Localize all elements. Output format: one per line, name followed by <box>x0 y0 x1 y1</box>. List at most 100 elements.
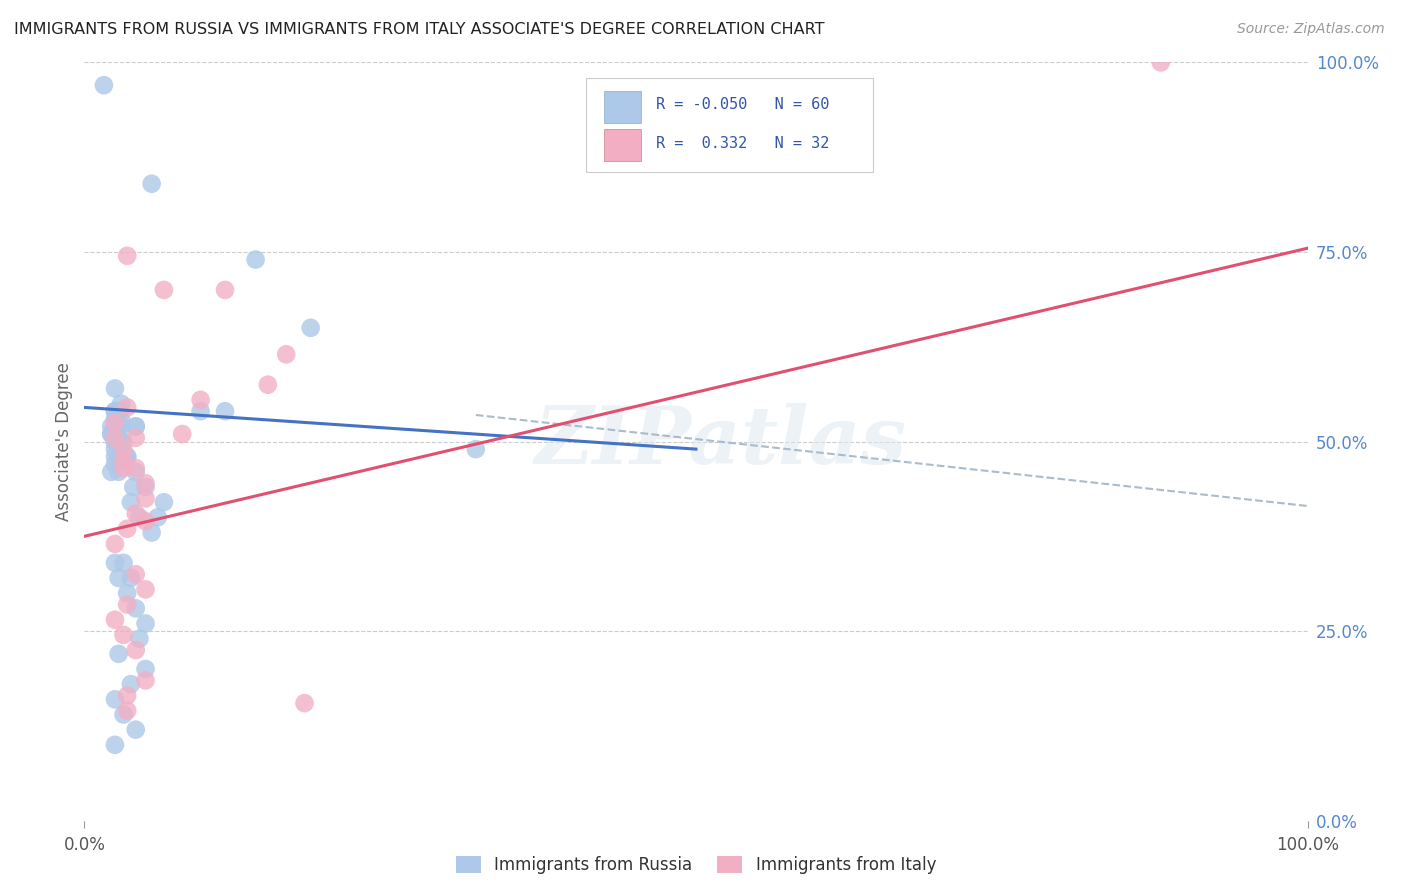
Point <box>104 738 127 752</box>
Point <box>125 465 148 479</box>
Point <box>125 507 148 521</box>
Point <box>110 404 132 418</box>
Point <box>128 510 150 524</box>
Point <box>245 252 267 267</box>
Point <box>122 480 145 494</box>
Point <box>125 643 148 657</box>
Point <box>104 382 127 396</box>
Point <box>153 283 176 297</box>
Point <box>107 419 129 434</box>
Point <box>104 404 127 418</box>
Point <box>120 677 142 691</box>
Point <box>115 450 138 464</box>
Point <box>112 453 135 467</box>
Point <box>93 78 115 92</box>
Point <box>125 723 148 737</box>
Point <box>115 249 138 263</box>
Point <box>115 689 138 703</box>
FancyBboxPatch shape <box>605 91 641 123</box>
Point <box>107 419 129 434</box>
Text: Source: ZipAtlas.com: Source: ZipAtlas.com <box>1237 22 1385 37</box>
Point <box>135 476 157 491</box>
Point <box>104 434 127 449</box>
Point <box>190 392 212 407</box>
Point <box>135 480 157 494</box>
Point <box>464 442 486 457</box>
Point <box>107 450 129 464</box>
Point <box>107 647 129 661</box>
Point <box>115 598 138 612</box>
Text: R = -0.050   N = 60: R = -0.050 N = 60 <box>655 96 830 112</box>
Point <box>135 662 157 676</box>
Point <box>172 427 194 442</box>
Point <box>104 556 127 570</box>
Point <box>214 283 236 297</box>
Legend: Immigrants from Russia, Immigrants from Italy: Immigrants from Russia, Immigrants from … <box>449 849 943 880</box>
Point <box>104 442 127 457</box>
Point <box>146 510 169 524</box>
Point <box>104 692 127 706</box>
Point <box>104 419 127 434</box>
Point <box>135 673 157 688</box>
Point <box>135 491 157 506</box>
Point <box>153 495 176 509</box>
Point <box>135 514 157 528</box>
Y-axis label: Associate's Degree: Associate's Degree <box>55 362 73 521</box>
Point <box>100 465 122 479</box>
Point <box>135 616 157 631</box>
Point <box>107 434 129 449</box>
Point <box>120 495 142 509</box>
Point <box>128 632 150 646</box>
Point <box>276 347 298 361</box>
Point <box>112 442 135 457</box>
Point <box>104 458 127 472</box>
Point <box>110 434 132 449</box>
Point <box>1150 55 1173 70</box>
Point <box>104 416 127 430</box>
Point <box>112 434 135 449</box>
Point <box>125 567 148 582</box>
Point <box>112 461 135 475</box>
Point <box>214 404 236 418</box>
Point <box>190 404 212 418</box>
Point <box>299 320 322 334</box>
Point <box>120 571 142 585</box>
Point <box>100 427 122 442</box>
Point <box>100 427 122 442</box>
Point <box>110 419 132 434</box>
Point <box>104 450 127 464</box>
Point <box>125 461 148 475</box>
Point <box>104 613 127 627</box>
Point <box>115 586 138 600</box>
Point <box>135 582 157 597</box>
Point <box>110 396 132 410</box>
Point <box>112 556 135 570</box>
Point <box>104 537 127 551</box>
Point <box>104 434 127 449</box>
Point <box>107 465 129 479</box>
Point <box>115 450 138 464</box>
FancyBboxPatch shape <box>605 129 641 161</box>
Text: R =  0.332   N = 32: R = 0.332 N = 32 <box>655 136 830 151</box>
Point <box>125 601 148 615</box>
Point <box>112 707 135 722</box>
Point <box>104 412 127 426</box>
Point <box>257 377 280 392</box>
Text: IMMIGRANTS FROM RUSSIA VS IMMIGRANTS FROM ITALY ASSOCIATE'S DEGREE CORRELATION C: IMMIGRANTS FROM RUSSIA VS IMMIGRANTS FRO… <box>14 22 824 37</box>
Point <box>125 419 148 434</box>
Point <box>104 404 127 418</box>
Point <box>110 412 132 426</box>
Point <box>141 525 163 540</box>
FancyBboxPatch shape <box>586 78 873 172</box>
Point <box>125 431 148 445</box>
Point <box>115 704 138 718</box>
Point <box>125 419 148 434</box>
Text: ZIPatlas: ZIPatlas <box>534 403 907 480</box>
Point <box>104 431 127 445</box>
Point <box>107 571 129 585</box>
Point <box>115 522 138 536</box>
Point <box>100 419 122 434</box>
Point <box>112 450 135 464</box>
Point <box>115 401 138 415</box>
Point <box>112 628 135 642</box>
